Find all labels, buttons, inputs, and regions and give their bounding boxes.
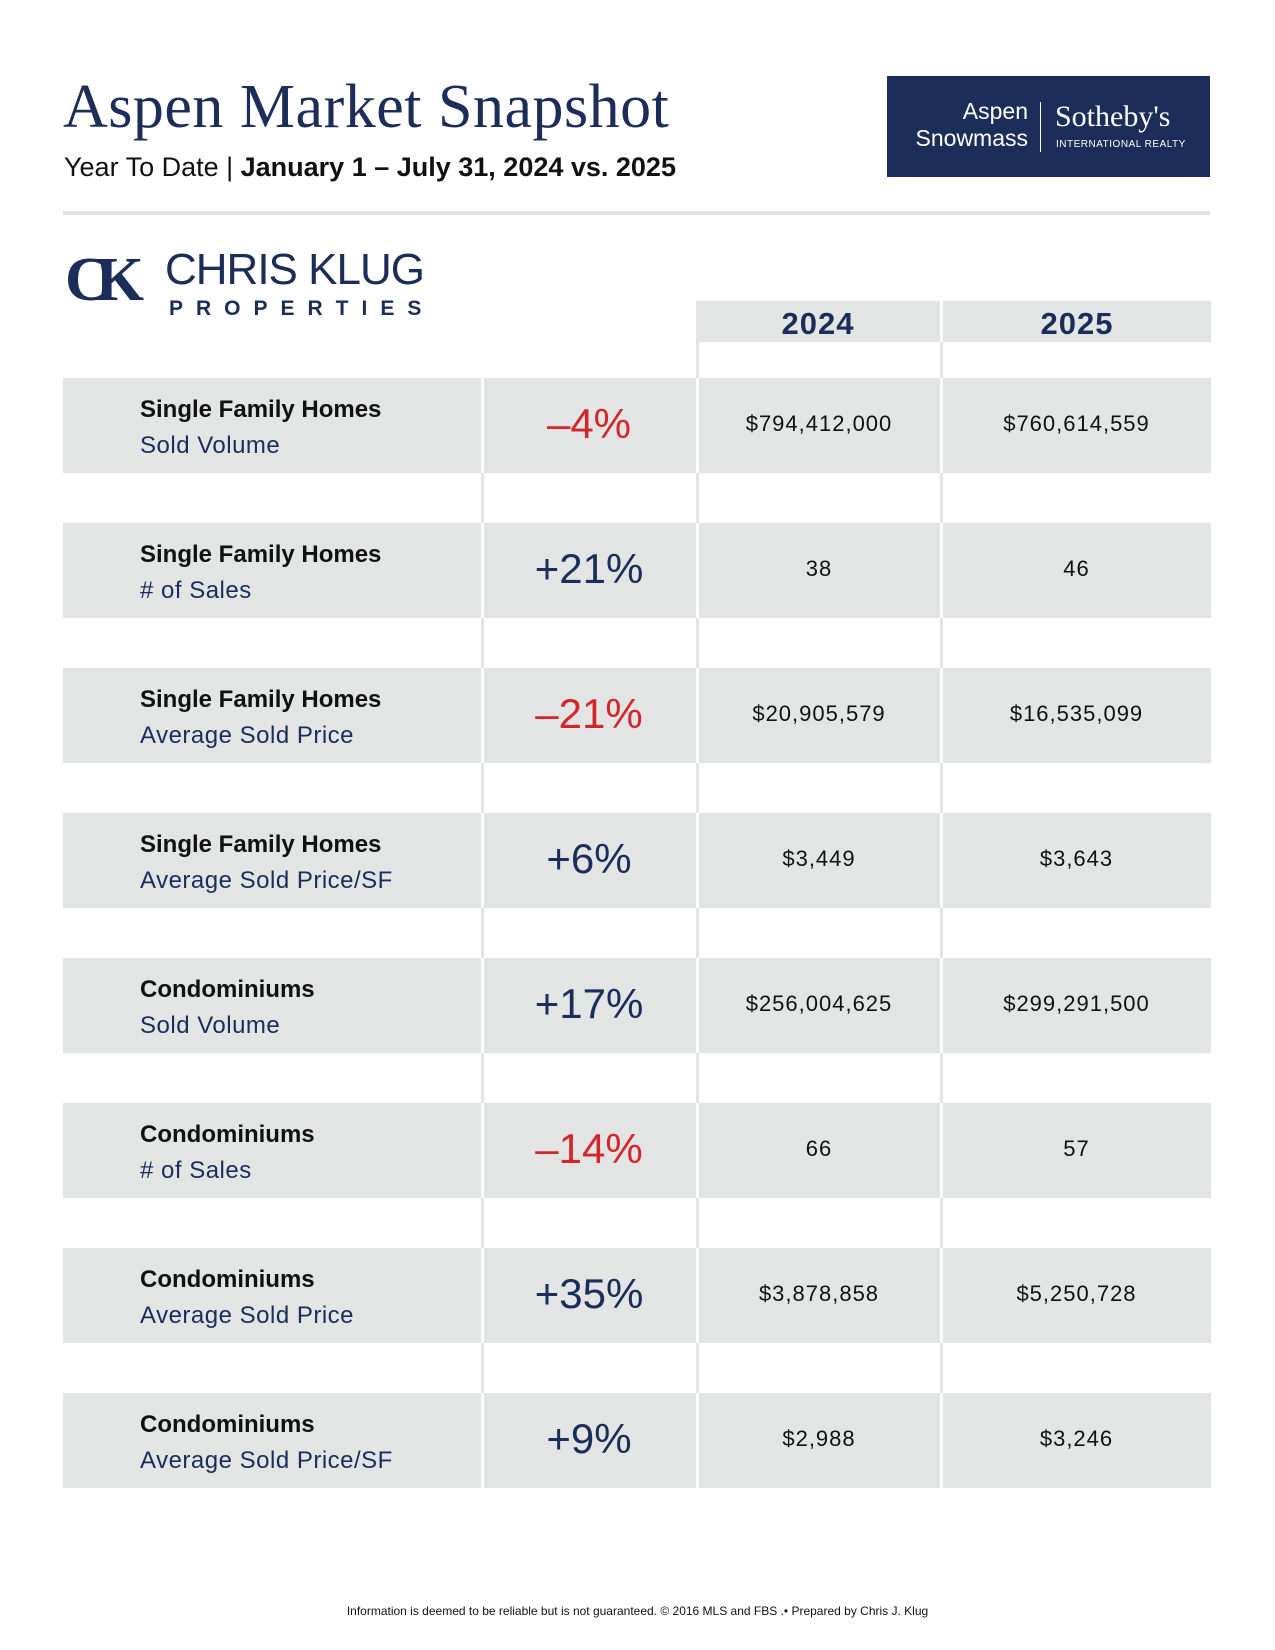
column-header-2024: 2024 (696, 301, 940, 342)
row-category: Condominiums (140, 1266, 315, 1293)
cell-separator (696, 378, 699, 473)
value-2024: $256,004,625 (745, 991, 893, 1016)
table-row: Condominiums Average Sold Price/SF +9% $2… (63, 1393, 1211, 1488)
row-metric: # of Sales (140, 1157, 252, 1184)
cell-separator (481, 378, 484, 473)
cell-separator (696, 1248, 699, 1343)
row-metric: Average Sold Price (140, 722, 355, 749)
row-category: Single Family Homes (140, 541, 382, 568)
table-row: Single Family Homes # of Sales +21% 38 46 (63, 523, 1211, 618)
value-2025: $760,614,559 (1003, 411, 1150, 436)
percent-change: –21% (535, 690, 643, 737)
value-2025: $3,246 (1039, 1426, 1114, 1451)
value-2025: $16,535,099 (1009, 701, 1144, 726)
table-row: Single Family Homes Average Sold Price –2… (63, 668, 1211, 763)
percent-change: –4% (546, 400, 632, 447)
logo-sub: PROPERTIES (169, 297, 435, 320)
cell-separator (481, 958, 484, 1053)
page-subtitle: Year To Date | January 1 – July 31, 2024… (64, 152, 676, 183)
value-2024: $20,905,579 (752, 701, 886, 726)
value-2024: 38 (805, 556, 833, 581)
ck-monogram: CK (65, 246, 144, 314)
row-metric: Average Sold Price/SF (140, 867, 393, 894)
cell-separator (481, 1103, 484, 1198)
brand-divider (1040, 102, 1041, 152)
value-2025: 57 (1063, 1136, 1090, 1161)
column-line (696, 342, 699, 1482)
footer-disclaimer: Information is deemed to be reliable but… (346, 1604, 929, 1618)
value-2025: $5,250,728 (1016, 1281, 1137, 1306)
cell-separator (940, 668, 943, 763)
row-category: Condominiums (140, 1121, 315, 1148)
row-metric: Average Sold Price/SF (140, 1447, 393, 1474)
header-divider (63, 211, 1210, 215)
value-2024: $794,412,000 (745, 411, 893, 436)
value-2024: $3,449 (782, 846, 856, 871)
logo-name: CHRIS KLUG (165, 245, 425, 294)
column-line (940, 342, 943, 1482)
cell-separator (696, 813, 699, 908)
brand-line2: Snowmass (915, 125, 1028, 151)
column-header-2025: 2025 (943, 301, 1211, 342)
cell-separator (940, 1248, 943, 1343)
cell-separator (940, 958, 943, 1053)
cell-separator (940, 523, 943, 618)
subtitle-date-range: January 1 – July 31, 2024 vs. 2025 (240, 152, 676, 182)
chris-klug-logo: CK CHRIS KLUG PROPERTIES (65, 245, 445, 325)
row-metric: Average Sold Price (140, 1302, 355, 1329)
cell-separator (481, 813, 484, 908)
table-row: Condominiums Average Sold Price +35% $3,8… (63, 1248, 1211, 1343)
cell-separator (696, 1393, 699, 1488)
cell-separator (940, 378, 943, 473)
page-title: Aspen Market Snapshot (63, 73, 670, 141)
value-2025: $299,291,500 (1003, 991, 1150, 1016)
row-category: Single Family Homes (140, 686, 382, 713)
cell-separator (696, 958, 699, 1053)
cell-separator (481, 1248, 484, 1343)
row-metric: # of Sales (140, 577, 252, 604)
cell-separator (481, 668, 484, 763)
percent-change: +35% (534, 1270, 644, 1317)
percent-change: +17% (534, 980, 644, 1027)
cell-separator (696, 668, 699, 763)
brand-line1: Aspen (962, 98, 1028, 124)
table-row: Condominiums # of Sales –14% 66 57 (63, 1103, 1211, 1198)
table-row: Single Family Homes Average Sold Price/SF… (63, 813, 1211, 908)
row-category: Single Family Homes (140, 831, 382, 858)
value-2024: 66 (805, 1136, 833, 1161)
percent-change: +21% (534, 545, 644, 592)
row-metric: Sold Volume (140, 1012, 281, 1039)
cell-separator (940, 1103, 943, 1198)
sothebys-logo: Aspen Snowmass Sotheby's INTERNATIONAL RE… (887, 76, 1210, 177)
table-row: Single Family Homes Sold Volume –4% $794,… (63, 378, 1211, 473)
brand-name: Sotheby's (1055, 100, 1171, 133)
subtitle-plain: Year To Date | (64, 152, 241, 182)
cell-separator (481, 523, 484, 618)
value-2024: $3,878,858 (758, 1281, 880, 1306)
row-category: Condominiums (140, 976, 315, 1003)
cell-separator (940, 1393, 943, 1488)
row-metric: Sold Volume (140, 432, 281, 459)
row-category: Condominiums (140, 1411, 315, 1438)
cell-separator (940, 813, 943, 908)
cell-separator (696, 523, 699, 618)
table-row: Condominiums Sold Volume +17% $256,004,62… (63, 958, 1211, 1053)
value-2025: 46 (1063, 556, 1090, 581)
value-2024: $2,988 (782, 1426, 856, 1451)
cell-separator (481, 1393, 484, 1488)
row-category: Single Family Homes (140, 396, 382, 423)
percent-change: +9% (546, 1415, 632, 1462)
value-2025: $3,643 (1039, 846, 1114, 871)
percent-change: +6% (546, 835, 632, 882)
cell-separator (696, 1103, 699, 1198)
brand-tagline: INTERNATIONAL REALTY (1056, 139, 1186, 150)
percent-change: –14% (535, 1125, 643, 1172)
